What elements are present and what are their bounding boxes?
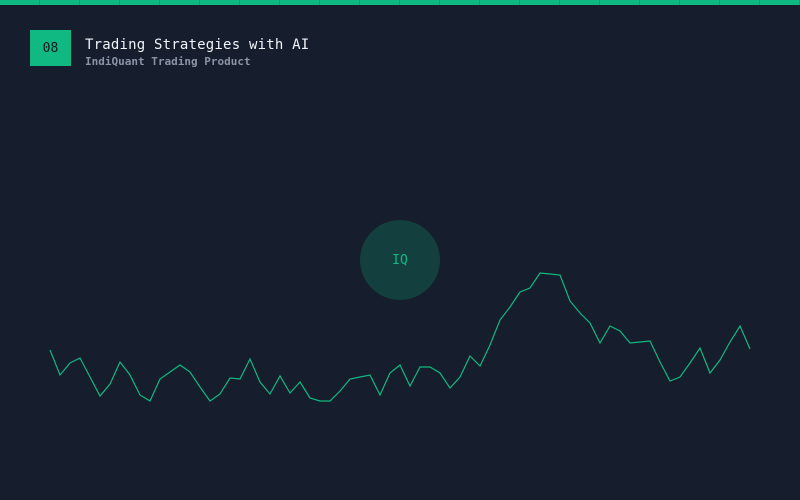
- top-bar-segment: [40, 0, 80, 5]
- top-bar-segment: [640, 0, 680, 5]
- top-accent-bar: [0, 0, 800, 5]
- top-bar-segment: [280, 0, 320, 5]
- top-bar-segment: [480, 0, 520, 5]
- top-bar-segment: [520, 0, 560, 5]
- top-bar-segment: [560, 0, 600, 5]
- top-bar-segment: [720, 0, 760, 5]
- top-bar-segment: [80, 0, 120, 5]
- top-bar-segment: [240, 0, 280, 5]
- top-bar-segment: [320, 0, 360, 5]
- top-bar-segment: [120, 0, 160, 5]
- series-line: [49, 272, 751, 402]
- top-bar-segment: [600, 0, 640, 5]
- logo-text: IQ: [392, 252, 408, 268]
- iq-logo: IQ: [360, 220, 440, 300]
- slide-subtitle: IndiQuant Trading Product: [85, 55, 251, 68]
- top-bar-segment: [440, 0, 480, 5]
- top-bar-segment: [360, 0, 400, 5]
- top-bar-segment: [400, 0, 440, 5]
- slide-title: Trading Strategies with AI: [85, 37, 310, 53]
- slide-number-badge: 08: [30, 30, 71, 66]
- top-bar-segment: [680, 0, 720, 5]
- top-bar-segment: [200, 0, 240, 5]
- top-bar-segment: [0, 0, 40, 5]
- top-bar-segment: [160, 0, 200, 5]
